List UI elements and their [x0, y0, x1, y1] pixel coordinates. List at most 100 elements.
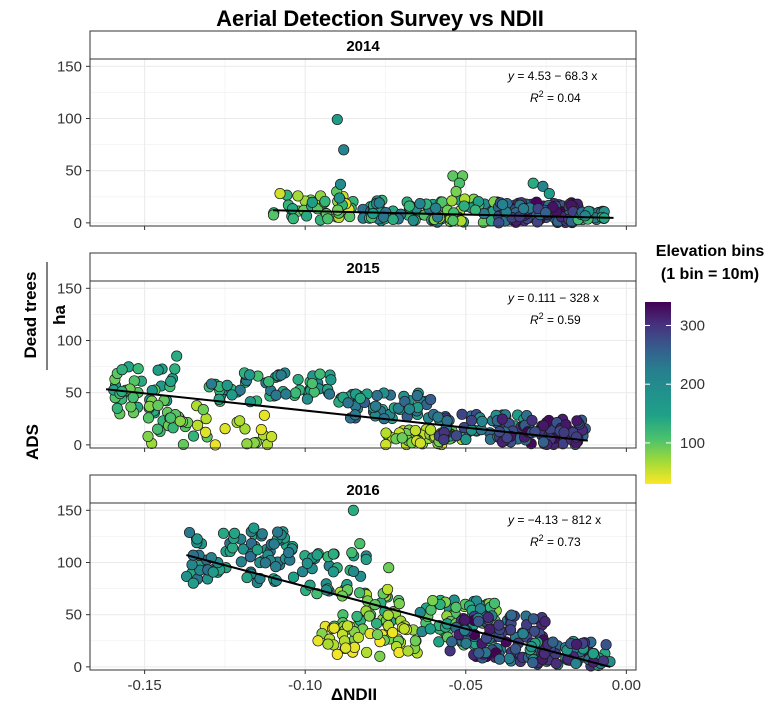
data-point	[373, 197, 385, 209]
y-axis-title-numerator: Dead trees	[21, 272, 40, 359]
data-point	[380, 439, 392, 451]
data-point	[382, 609, 394, 621]
data-point	[600, 639, 612, 651]
data-point	[287, 571, 300, 583]
y-tick-label: 150	[57, 502, 82, 519]
data-point	[444, 645, 456, 657]
data-point	[503, 652, 515, 665]
x-tick-label: -0.15	[127, 677, 161, 694]
panel-2016: 2016 0 50 100 150 y = −4.13 − 812 x R2 = 0.73	[57, 474, 637, 676]
chart-title: Aerial Detection Survey vs NDII	[216, 6, 544, 31]
data-point	[411, 390, 423, 402]
data-point	[152, 399, 164, 411]
data-point	[270, 561, 282, 573]
data-point	[248, 522, 260, 534]
data-point	[152, 364, 164, 376]
data-point	[558, 426, 570, 438]
data-point	[226, 389, 238, 401]
data-point	[306, 196, 318, 208]
facet-strip	[89, 474, 637, 504]
data-point	[116, 364, 128, 376]
panel-border	[89, 280, 637, 449]
data-point	[374, 650, 386, 662]
facet-strip-label: 2016	[346, 482, 379, 499]
data-point	[407, 214, 419, 226]
data-point	[255, 424, 267, 436]
data-point	[433, 636, 445, 648]
data-point	[301, 393, 313, 405]
data-point	[537, 180, 549, 192]
data-point	[473, 647, 485, 659]
data-point	[425, 604, 437, 616]
legend-tick-label: 300	[680, 317, 705, 334]
data-point	[312, 635, 324, 647]
regression-equation: y = −4.13 − 812 x	[507, 513, 601, 527]
data-point	[354, 538, 366, 550]
data-point	[221, 379, 233, 391]
data-point	[325, 374, 337, 386]
data-point	[333, 192, 345, 204]
data-point	[327, 548, 339, 560]
data-point	[425, 394, 437, 406]
data-point	[465, 415, 478, 427]
data-point	[414, 198, 426, 210]
data-point	[287, 203, 299, 215]
facet-strip-label: 2015	[346, 260, 379, 277]
data-point	[543, 188, 555, 200]
data-point	[409, 635, 421, 647]
data-point	[200, 426, 212, 438]
data-point	[547, 636, 559, 648]
data-point	[493, 619, 505, 631]
data-point	[186, 559, 198, 571]
panel-border	[89, 58, 637, 227]
gridlines	[90, 503, 636, 670]
data-point	[424, 623, 436, 635]
data-point	[274, 188, 286, 200]
data-point	[363, 610, 375, 622]
data-point	[306, 377, 318, 390]
data-point	[165, 412, 177, 424]
y-axis-title-main: ADS	[23, 424, 42, 460]
data-point	[351, 610, 363, 622]
data-point	[430, 202, 442, 214]
data-point	[348, 565, 360, 577]
data-point	[275, 369, 287, 381]
data-point	[301, 557, 313, 569]
data-point	[482, 611, 494, 623]
data-point	[314, 368, 326, 380]
regression-equation: y = 4.53 − 68.3 x	[507, 69, 597, 83]
data-point	[197, 404, 209, 416]
plot-background	[90, 59, 636, 226]
data-point	[259, 557, 271, 569]
data-point	[510, 643, 522, 655]
data-point	[219, 423, 231, 435]
data-point	[228, 527, 241, 539]
data-point	[177, 438, 189, 451]
data-point	[169, 363, 181, 375]
legend-tick-label: 100	[680, 435, 705, 452]
data-point	[183, 526, 196, 539]
data-point	[311, 549, 323, 561]
y-tick-label: 100	[57, 110, 82, 127]
data-point	[380, 427, 392, 439]
data-point	[217, 527, 230, 539]
data-point	[517, 628, 529, 640]
data-point	[352, 631, 364, 644]
y-tick-label: 150	[57, 58, 82, 75]
y-tick-label: 50	[65, 385, 82, 402]
data-point	[319, 195, 331, 207]
data-point	[256, 528, 268, 540]
data-point	[371, 628, 384, 641]
legend-title-line2: (1 bin = 10m)	[661, 266, 759, 283]
data-point	[403, 403, 415, 415]
data-point	[342, 620, 354, 632]
x-axis-title: ΔNDII	[331, 685, 377, 704]
data-point	[152, 423, 164, 435]
data-point	[450, 430, 463, 442]
data-point	[354, 587, 366, 599]
data-point	[244, 369, 256, 381]
data-point	[354, 392, 366, 404]
x-tick-label: -0.10	[288, 677, 322, 694]
data-point	[234, 415, 246, 427]
